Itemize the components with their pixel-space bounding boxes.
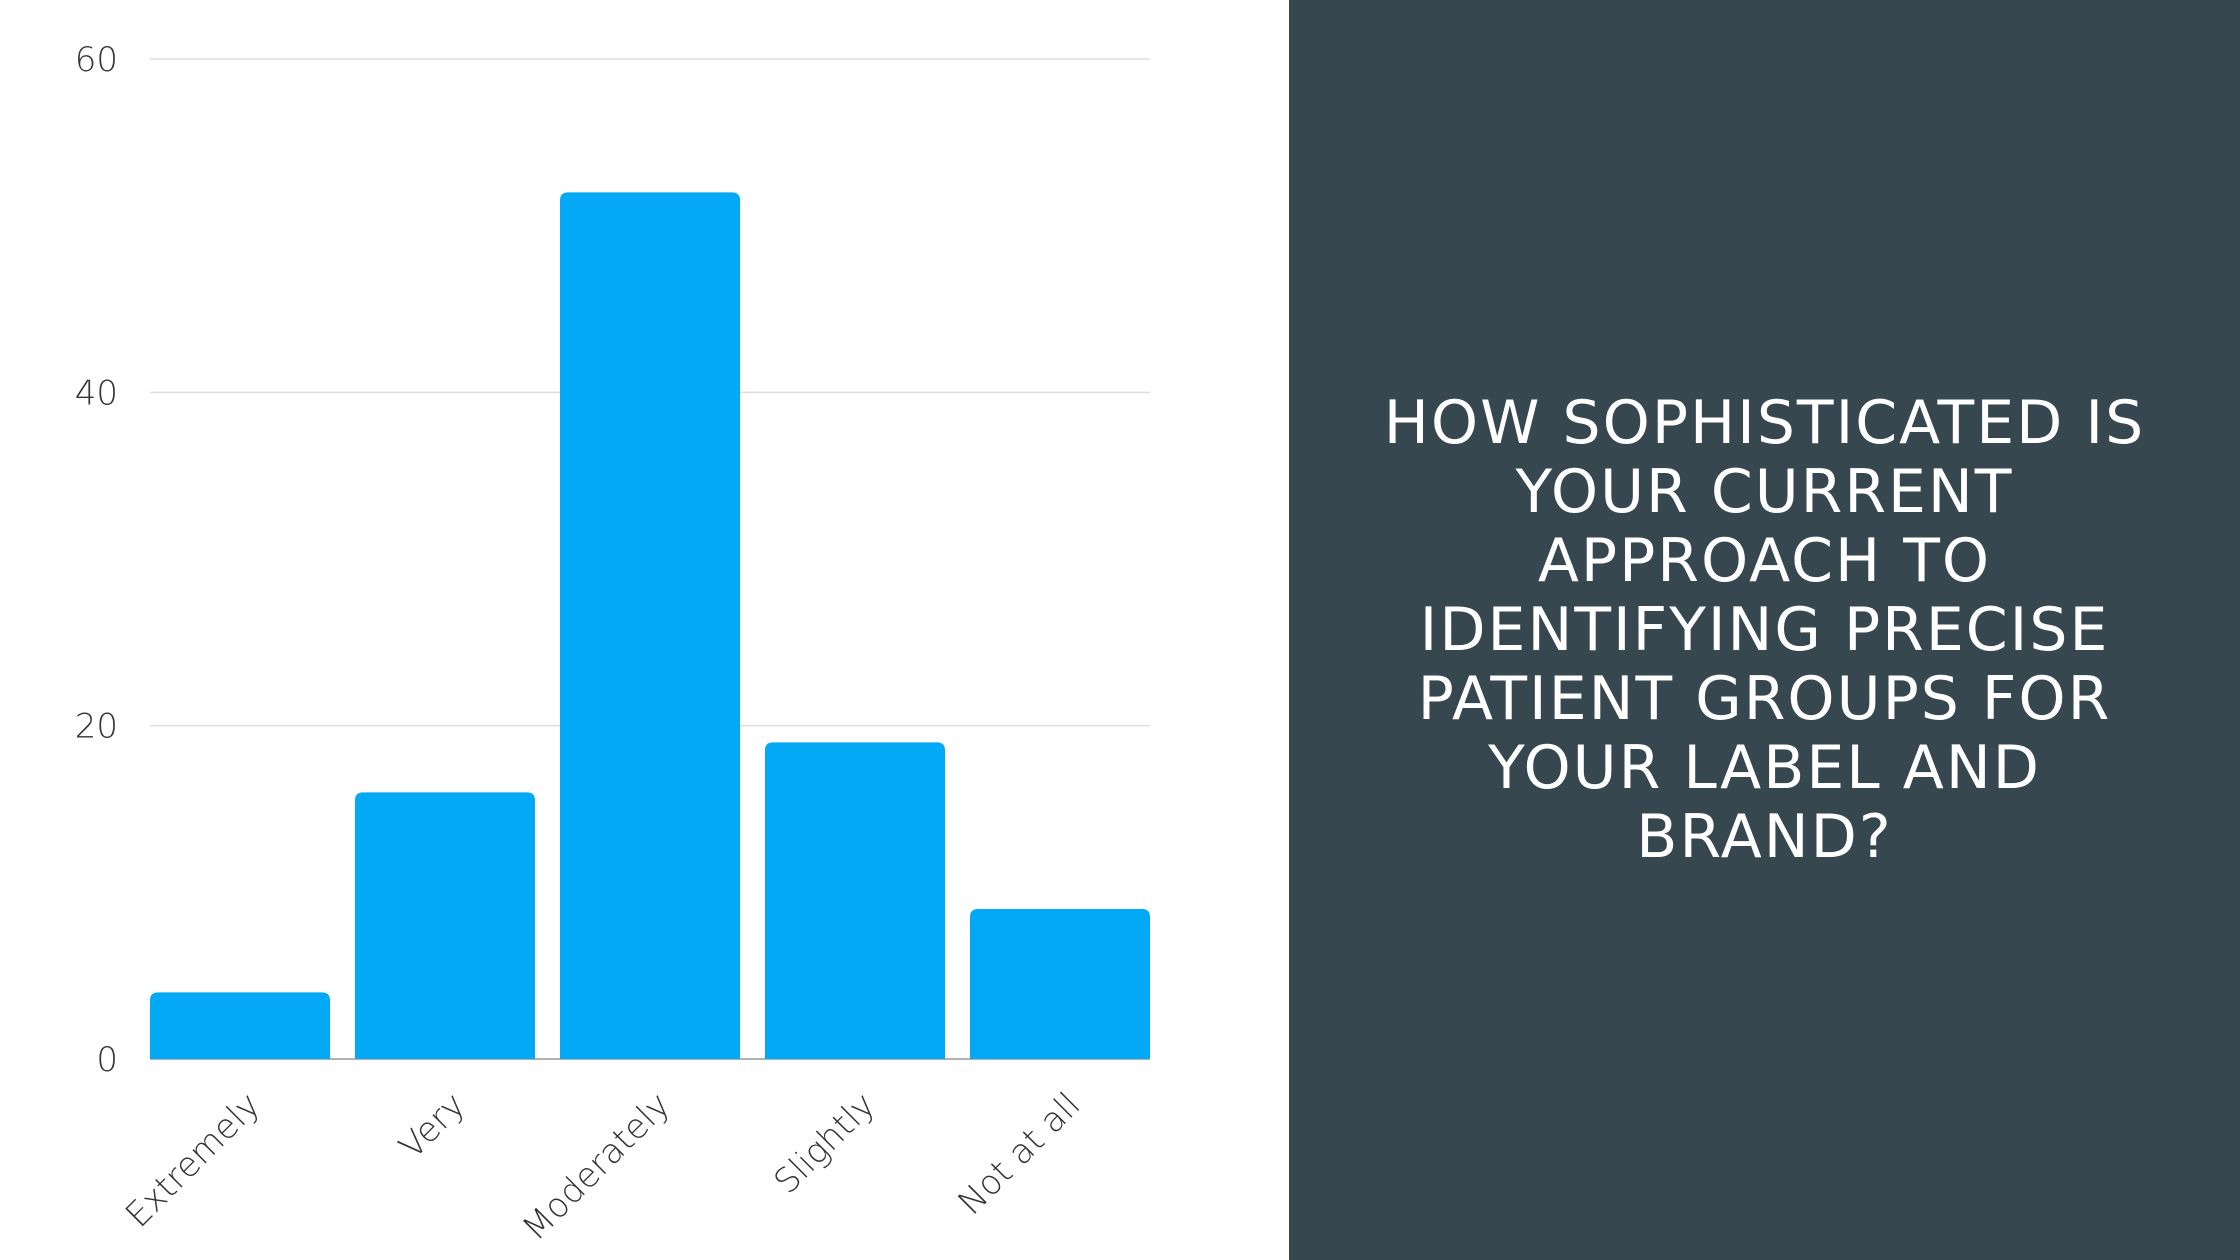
title-panel: HOW SOPHISTICATED IS YOUR CURRENT APPROA… [1289, 0, 2240, 1260]
bar [970, 909, 1150, 1059]
x-tick-label: Slightly [766, 1085, 883, 1202]
bar [765, 742, 945, 1059]
y-tick-label: 60 [75, 40, 118, 80]
y-tick-label: 40 [75, 373, 118, 413]
bar [355, 792, 535, 1059]
bar [560, 192, 740, 1060]
y-tick-label: 0 [96, 1040, 118, 1080]
x-tick-label: Moderately [515, 1085, 679, 1249]
x-tick-label: Extremely [118, 1085, 268, 1235]
chart-title: HOW SOPHISTICATED IS YOUR CURRENT APPROA… [1383, 387, 2146, 872]
x-tick-label: Not at all [950, 1085, 1088, 1223]
y-tick-label: 20 [75, 707, 118, 747]
x-tick-label: Very [392, 1085, 474, 1167]
bar [150, 992, 330, 1059]
chart: 0 20 40 60 Extremely Very Moderately Slightly No… [75, 40, 1150, 1249]
